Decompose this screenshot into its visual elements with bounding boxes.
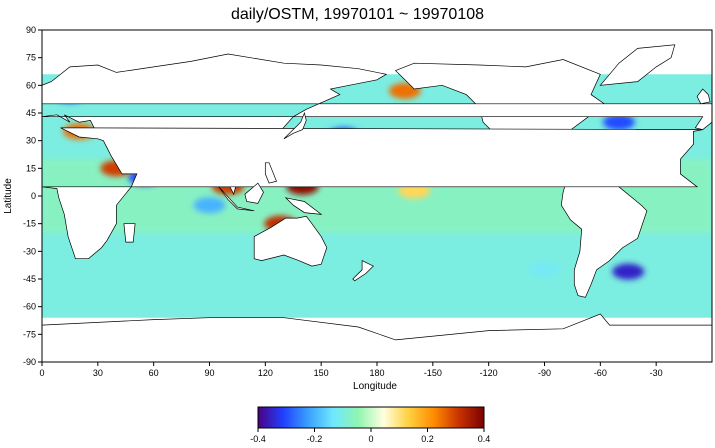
y-tick-label: -30 <box>23 246 36 256</box>
y-tick-label: 75 <box>26 53 36 63</box>
colorbar-tick-label: 0.2 <box>421 434 434 444</box>
colorbar-tick-label: -0.2 <box>307 434 323 444</box>
x-tick-label: 60 <box>149 368 159 378</box>
x-tick-label: -60 <box>594 368 607 378</box>
y-axis-label: Latitude <box>3 178 14 214</box>
landmass-africa <box>42 127 703 260</box>
x-tick-label: -120 <box>480 368 498 378</box>
x-tick-label: -30 <box>650 368 663 378</box>
y-axis: 90 75 60 45 30 15 0 -15 -30 -45 -60 -75 -90 <box>23 25 42 367</box>
y-tick-label: -90 <box>23 357 36 367</box>
anomaly-blob <box>612 263 645 280</box>
colorbar: -0.4 -0.2 0 0.2 0.4 <box>250 406 491 444</box>
x-tick-label: 120 <box>258 368 273 378</box>
map-title: daily/OSTM, 19970101 ~ 19970108 <box>230 6 485 23</box>
x-tick-label: 0 <box>39 368 44 378</box>
landmass-australia <box>253 215 328 267</box>
y-tick-label: -45 <box>23 274 36 284</box>
anomaly-blob <box>193 197 226 214</box>
y-tick-label: 60 <box>26 80 36 90</box>
y-tick-label: -75 <box>23 329 36 339</box>
landmass-antarctica <box>42 313 712 362</box>
x-tick-label: -150 <box>424 368 442 378</box>
x-axis: 0 30 60 90 120 150 180 -150 -120 -90 -60 -30 <box>39 362 663 378</box>
y-tick-label: 15 <box>26 163 36 173</box>
landmass-new-guinea <box>284 197 323 215</box>
y-tick-label: -15 <box>23 219 36 229</box>
y-tick-label: 0 <box>31 191 36 201</box>
landmass-new-zealand <box>352 260 374 282</box>
colorbar-tick-label: 0.4 <box>478 434 491 444</box>
landmass-greenland <box>599 44 676 86</box>
landmass-south-america <box>560 173 648 298</box>
colorbar-tick-label: 0 <box>368 434 373 444</box>
continents <box>42 44 712 362</box>
x-tick-label: 150 <box>314 368 329 378</box>
landmass-britain <box>696 88 711 105</box>
colorbar-tick-label: -0.4 <box>250 434 266 444</box>
y-tick-label: 45 <box>26 108 36 118</box>
anomaly-blob <box>602 114 635 131</box>
anomaly-blob <box>528 261 561 278</box>
y-tick-label: 30 <box>26 136 36 146</box>
x-tick-label: 30 <box>93 368 103 378</box>
landmass-borneo <box>244 182 264 204</box>
landmass-sumatra-java <box>218 186 255 212</box>
x-tick-label: -90 <box>538 368 551 378</box>
x-tick-label: 90 <box>204 368 214 378</box>
landmass-madagascar <box>123 223 136 243</box>
x-axis-label: Longitude <box>353 381 397 392</box>
y-tick-label: -60 <box>23 302 36 312</box>
x-tick-label: 180 <box>369 368 384 378</box>
colorbar-gradient <box>257 406 485 429</box>
landmass-philippines <box>264 162 277 184</box>
landmass-japan <box>283 111 307 140</box>
y-tick-label: 90 <box>26 25 36 35</box>
